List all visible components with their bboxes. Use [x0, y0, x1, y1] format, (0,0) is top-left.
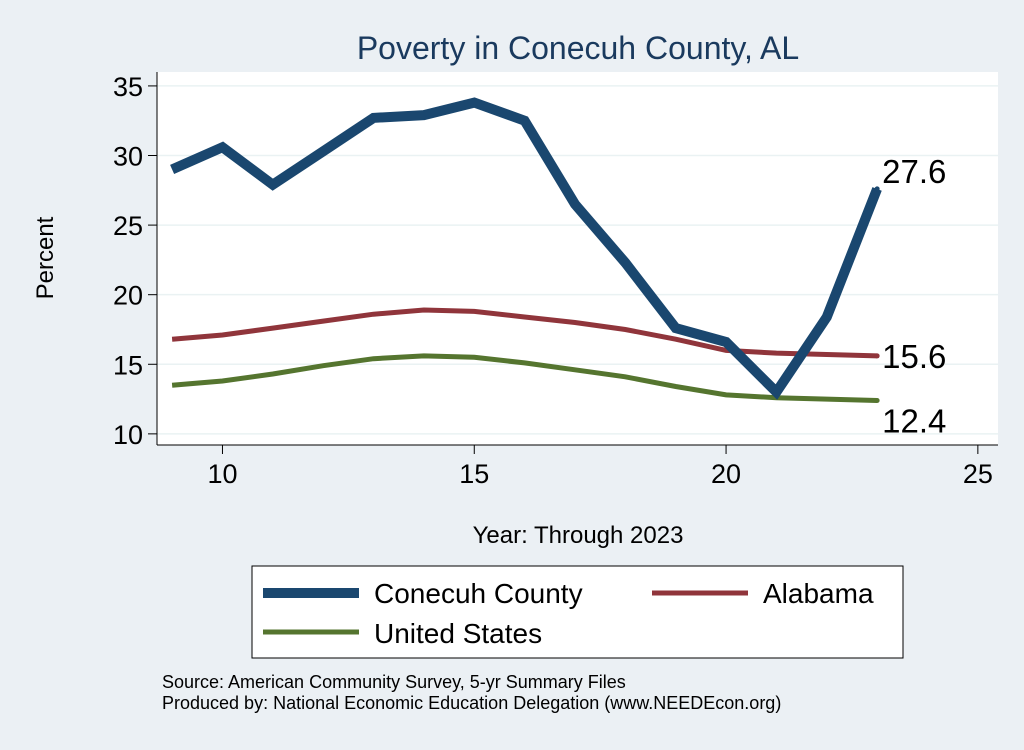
end-label-united-states: 12.4 [882, 402, 946, 439]
y-tick-label-20: 20 [113, 281, 143, 311]
end-label-alabama: 15.6 [882, 338, 946, 375]
end-labels: 12.4 15.6 27.6 [882, 153, 946, 440]
legend-label-united-states: United States [374, 618, 542, 649]
x-axis-ticks: 10 15 20 25 [207, 445, 993, 489]
series-line-alabama [171, 307, 878, 359]
legend: Conecuh County Alabama United States [251, 565, 904, 659]
y-tick-label-10: 10 [113, 420, 143, 450]
x-axis-label: Year: Through 2023 [473, 522, 684, 549]
y-tick-label-30: 30 [113, 142, 143, 172]
series-line-united-states [171, 353, 878, 403]
end-label-conecuh-county: 27.6 [882, 153, 946, 190]
y-tick-label-25: 25 [113, 211, 143, 241]
y-axis-label: Percent [32, 216, 59, 299]
x-tick-label-25: 25 [963, 459, 993, 489]
end-marker-alabama [874, 353, 880, 359]
x-tick-label-15: 15 [459, 459, 489, 489]
source-note: Source: American Community Survey, 5-yr … [162, 672, 626, 692]
legend-label-conecuh-county: Conecuh County [374, 578, 583, 609]
plot-area [157, 72, 998, 445]
x-tick-label-20: 20 [711, 459, 741, 489]
legend-box [251, 565, 904, 659]
y-tick-label-35: 35 [113, 72, 143, 102]
series-line-conecuh-county [170, 97, 882, 400]
legend-label-alabama: Alabama [763, 578, 874, 609]
chart-title: Poverty in Conecuh County, AL [357, 30, 799, 66]
end-marker-conecuh-county [874, 186, 880, 192]
series-lines [170, 97, 882, 403]
producer-note: Produced by: National Economic Education… [162, 693, 781, 713]
grid-lines [157, 85, 998, 435]
y-axis-ticks: 10 15 20 25 30 35 [113, 72, 157, 450]
end-marker-united-states [874, 397, 880, 403]
x-tick-label-10: 10 [207, 459, 237, 489]
y-tick-label-15: 15 [113, 350, 143, 380]
